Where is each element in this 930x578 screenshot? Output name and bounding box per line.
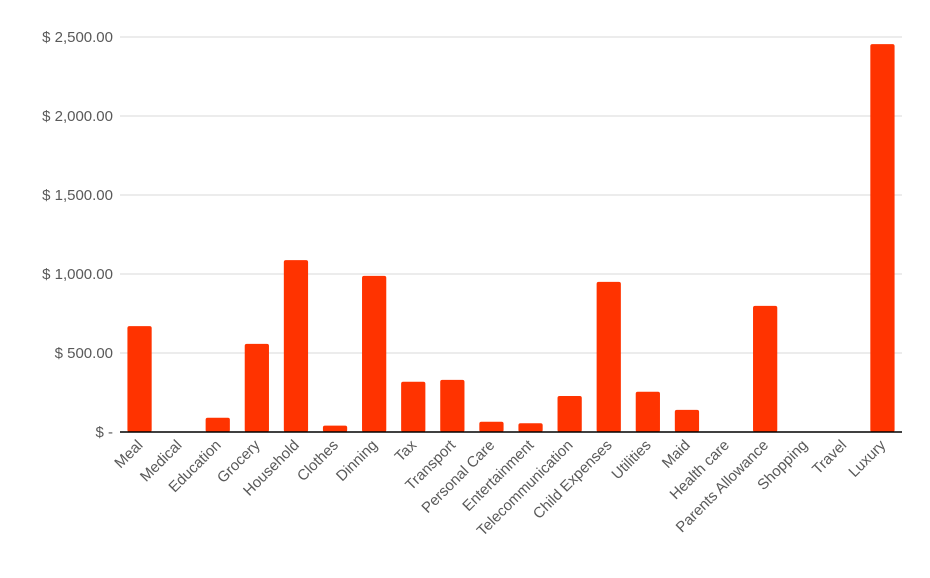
x-tick-label: Utilities [608, 437, 654, 483]
bar [205, 417, 230, 432]
y-tick-label: $ 500.00 [55, 345, 113, 362]
gridlines [120, 36, 902, 354]
bars [127, 44, 895, 433]
bar [557, 395, 582, 432]
bar [870, 44, 895, 433]
x-tick-label: Luxury [845, 436, 889, 480]
x-tick-label: Travel [809, 437, 850, 478]
bar [518, 423, 543, 432]
x-tick-label: Meal [111, 437, 146, 472]
y-tick-label: $ 2,000.00 [42, 108, 113, 125]
bar [440, 379, 465, 432]
bar [674, 409, 700, 432]
bar [596, 281, 621, 432]
x-tick-label: Maid [659, 437, 694, 472]
bar [635, 391, 660, 432]
bar [283, 260, 309, 432]
bar [753, 305, 778, 432]
bar [362, 275, 387, 432]
bar [322, 425, 348, 432]
bar [479, 421, 504, 432]
x-tick-label: Clothes [294, 437, 342, 485]
y-axis-ticks: $ - $ 500.00 $ 1,000.00 $ 1,500.00 $ 2,000.0… [42, 29, 113, 441]
bar [244, 343, 269, 432]
bar [401, 381, 426, 432]
y-tick-label: $ 1,500.00 [42, 187, 113, 204]
y-tick-label: $ - [95, 424, 113, 441]
x-tick-label: Tax [392, 436, 421, 465]
x-tick-label: Dinning [333, 437, 381, 485]
y-tick-label: $ 1,000.00 [42, 266, 113, 283]
bar [127, 326, 152, 432]
x-axis-ticks: MealMedicalEducationGroceryHouseholdClot… [111, 436, 889, 539]
y-tick-label: $ 2,500.00 [42, 29, 113, 46]
